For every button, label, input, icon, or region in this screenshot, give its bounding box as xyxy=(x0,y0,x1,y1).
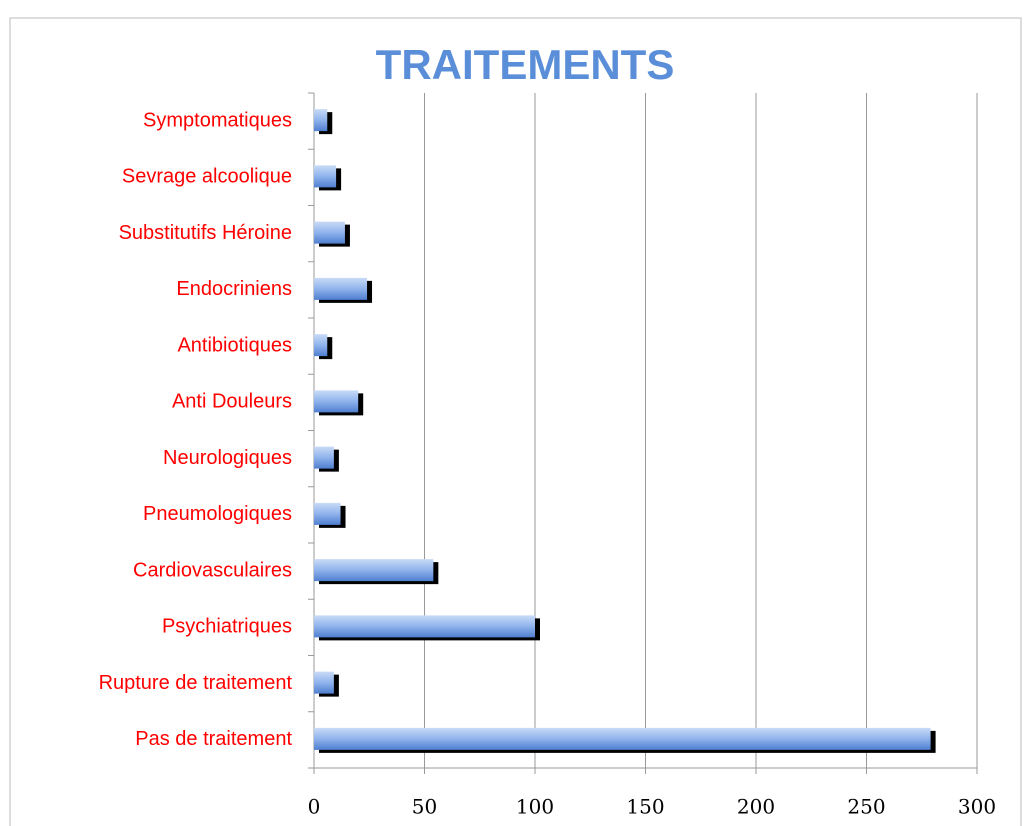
chart-frame xyxy=(9,17,1022,826)
y-tick-label: Pas de traitement xyxy=(135,728,292,750)
x-tick-label: 50 xyxy=(412,795,437,819)
y-tick-label: Substitutifs Héroine xyxy=(119,222,292,244)
bar xyxy=(314,671,334,694)
x-tick-label: 300 xyxy=(958,795,996,819)
y-tick-label: Sevrage alcoolique xyxy=(122,166,292,188)
bar xyxy=(314,334,328,357)
bar xyxy=(314,502,341,525)
y-tick-label: Cardiovasculaires xyxy=(133,559,292,581)
x-tick-label: 200 xyxy=(737,795,775,819)
y-tick-label: Pneumologiques xyxy=(143,503,292,525)
bar xyxy=(314,109,328,132)
bar xyxy=(314,390,359,413)
y-tick-label: Rupture de traitement xyxy=(99,672,293,694)
y-tick-label: Symptomatiques xyxy=(143,109,292,131)
y-tick-label: Anti Douleurs xyxy=(172,391,292,413)
y-tick-label: Psychiatriques xyxy=(162,616,292,638)
y-tick-label: Neurologiques xyxy=(163,447,292,469)
bar xyxy=(314,277,368,300)
bar xyxy=(314,165,337,188)
x-tick-label: 0 xyxy=(308,795,321,819)
bar xyxy=(314,221,345,244)
y-tick-label: Endocriniens xyxy=(176,278,292,300)
chart-title: TRAITEMENTS xyxy=(376,41,675,88)
y-tick-label: Antibiotiques xyxy=(177,334,292,356)
bar xyxy=(314,559,434,582)
x-tick-label: 100 xyxy=(516,795,554,819)
bar xyxy=(314,615,535,638)
x-tick-label: 250 xyxy=(847,795,885,819)
x-tick-label: 150 xyxy=(626,795,664,819)
bar xyxy=(314,727,931,750)
bar xyxy=(314,446,334,469)
